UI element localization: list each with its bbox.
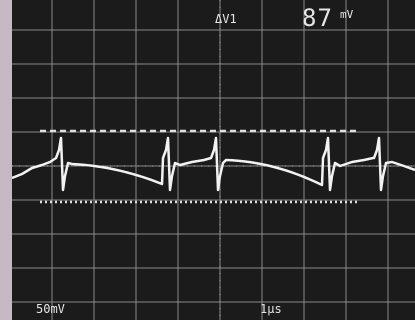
delta-voltage-value: 87	[302, 4, 333, 32]
signal-trace	[12, 136, 415, 192]
scope-display	[12, 0, 415, 320]
delta-voltage-unit: mV	[340, 8, 354, 21]
time-per-division: 1μs	[260, 302, 282, 316]
delta-voltage-label: ΔV1	[215, 12, 237, 26]
volts-per-division: 50mV	[36, 302, 65, 316]
graticule	[12, 0, 415, 320]
oscilloscope-screen: ΔV1 87 mV 50mV 1μs	[12, 0, 415, 320]
